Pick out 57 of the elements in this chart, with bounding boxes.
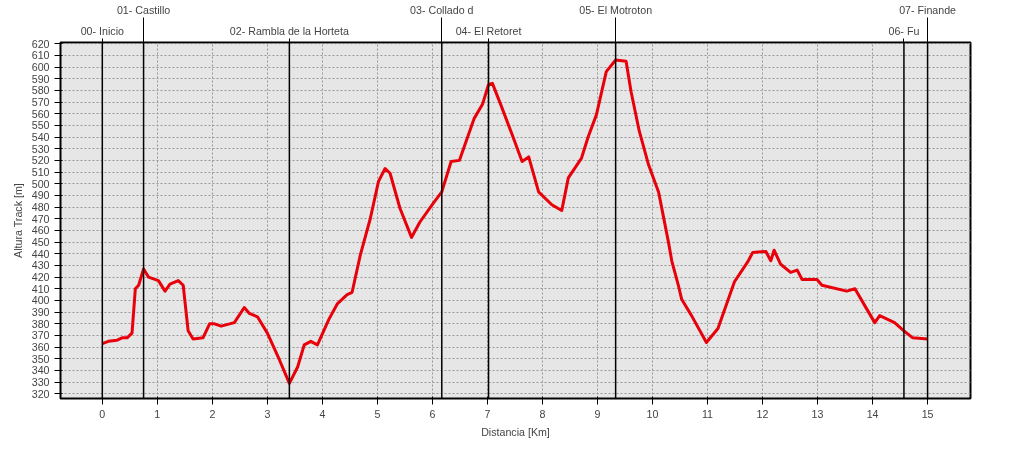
x-tick-label: 10 — [646, 407, 659, 420]
y-tick-label: 540 — [31, 131, 50, 144]
y-tick-label: 560 — [31, 107, 50, 120]
y-tick-label: 550 — [31, 119, 50, 132]
y-tick-label: 330 — [31, 376, 50, 389]
y-tick-label: 430 — [31, 259, 50, 272]
y-tick-label: 320 — [31, 387, 50, 400]
y-tick-label: 360 — [31, 341, 50, 354]
y-tick-label: 530 — [31, 142, 50, 155]
x-tick-label: 8 — [539, 407, 546, 420]
x-tick-label: 1 — [154, 407, 161, 420]
x-tick-label: 9 — [594, 407, 601, 420]
x-tick-label: 13 — [811, 407, 824, 420]
ref-line-label: 00- Inicio — [80, 24, 125, 37]
y-tick-label: 410 — [31, 282, 50, 295]
y-tick-label: 350 — [31, 352, 50, 365]
y-tick-label: 590 — [31, 72, 50, 85]
y-tick-label: 400 — [31, 294, 50, 307]
x-tick-label: 4 — [319, 407, 326, 420]
ref-line-label: 04- El Retoret — [455, 24, 522, 37]
x-tick-label: 14 — [866, 407, 879, 420]
y-axis-title: Altura Track [m] — [11, 183, 24, 258]
y-tick-label: 610 — [31, 49, 50, 62]
y-tick-label: 580 — [31, 84, 50, 97]
x-tick-label: 2 — [209, 407, 216, 420]
x-tick-label: 6 — [429, 407, 436, 420]
x-tick-label: 12 — [756, 407, 769, 420]
y-tick-label: 480 — [31, 201, 50, 214]
y-tick-label: 510 — [31, 166, 50, 179]
y-tick-label: 440 — [31, 247, 50, 260]
x-tick-label: 3 — [264, 407, 271, 420]
y-tick-label: 470 — [31, 212, 50, 225]
y-tick-label: 420 — [31, 271, 50, 284]
y-tick-label: 500 — [31, 177, 50, 190]
y-tick-label: 490 — [31, 189, 50, 202]
x-tick-label: 11 — [701, 407, 714, 420]
y-tick-label: 380 — [31, 317, 50, 330]
x-axis-title: Distancia [Km] — [481, 425, 550, 438]
y-tick-label: 520 — [31, 154, 50, 167]
ref-line-label: 03- Collado d — [410, 3, 474, 16]
x-tick-label: 0 — [99, 407, 106, 420]
y-tick-label: 620 — [31, 37, 50, 50]
ref-line-label: 05- El Motroton — [579, 3, 653, 16]
x-tick-label: 7 — [484, 407, 491, 420]
ref-line-label: 07- Finande — [899, 3, 957, 16]
ref-line-label: 02- Rambla de la Horteta — [229, 24, 349, 37]
y-tick-label: 340 — [31, 364, 50, 377]
x-tick-label: 5 — [374, 407, 381, 420]
y-tick-label: 600 — [31, 61, 50, 74]
y-tick-label: 370 — [31, 329, 50, 342]
ref-line-label: 06- Fu — [888, 24, 920, 37]
y-tick-label: 570 — [31, 96, 50, 109]
ref-line-label: 01- Castillo — [116, 3, 171, 16]
y-tick-label: 390 — [31, 306, 50, 319]
y-tick-label: 460 — [31, 224, 50, 237]
x-tick-label: 15 — [921, 407, 934, 420]
y-tick-label: 450 — [31, 236, 50, 249]
